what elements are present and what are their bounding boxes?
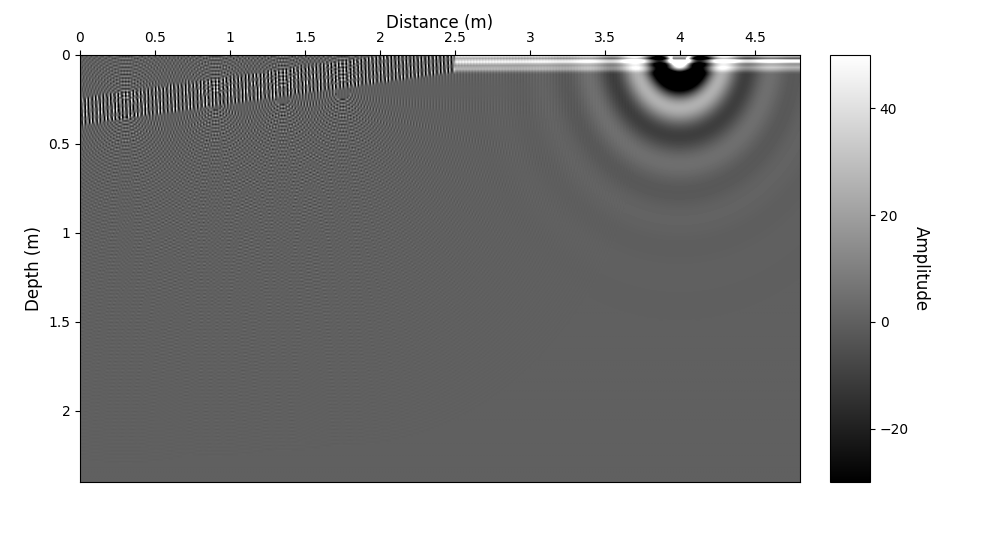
X-axis label: Distance (m): Distance (m): [386, 14, 494, 32]
Y-axis label: Depth (m): Depth (m): [25, 226, 43, 311]
Y-axis label: Amplitude: Amplitude: [912, 226, 930, 311]
